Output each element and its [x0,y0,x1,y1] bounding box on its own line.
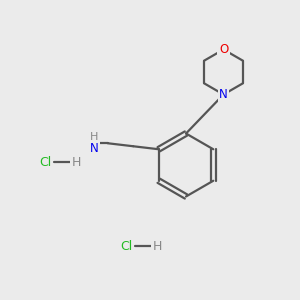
Text: H: H [90,132,98,142]
Text: H: H [153,239,162,253]
Text: H: H [72,155,81,169]
Text: Cl: Cl [120,239,132,253]
Text: Cl: Cl [39,155,51,169]
Text: N: N [90,142,99,155]
Text: O: O [219,43,228,56]
Text: N: N [219,88,228,101]
